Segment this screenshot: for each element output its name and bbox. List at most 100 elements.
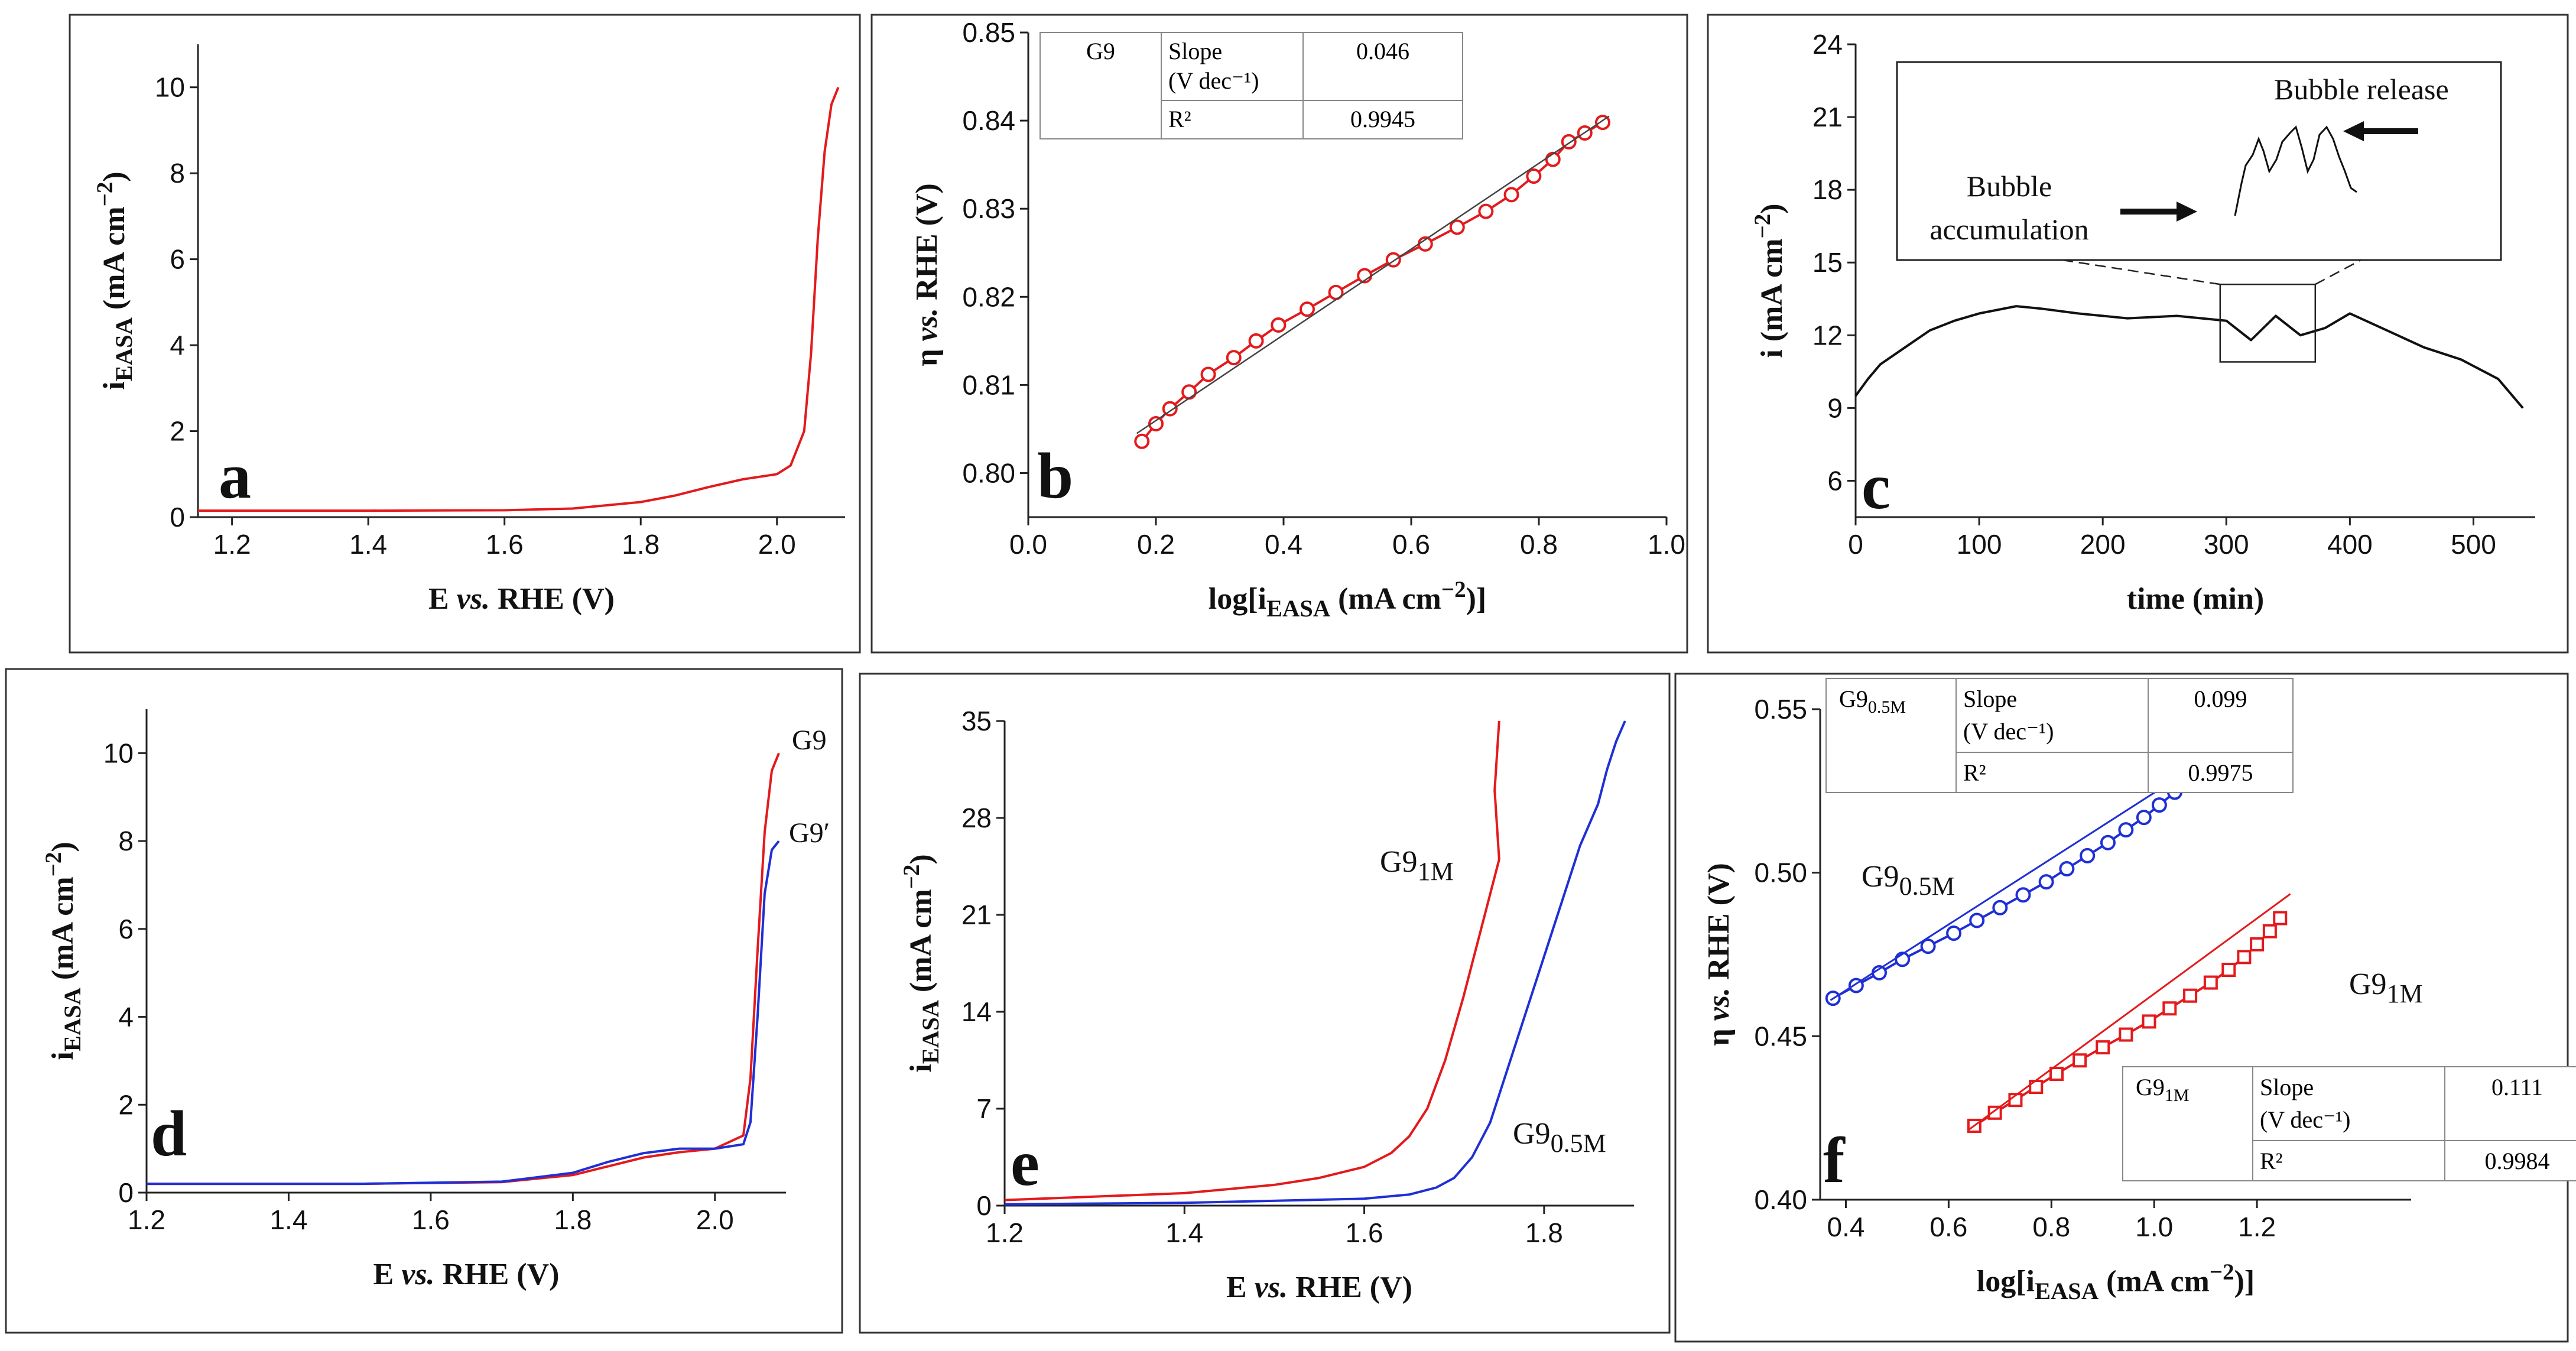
y-tick-label: 0 xyxy=(976,1190,992,1221)
table-cell: R² xyxy=(1168,106,1191,132)
x-tick-label: 0.4 xyxy=(1265,529,1302,560)
annotation: Bubble release xyxy=(2274,73,2449,106)
x-tick-label: 0.8 xyxy=(1520,529,1558,560)
data-point xyxy=(1162,401,1178,417)
axis-label: η vs. RHE (V) xyxy=(910,183,944,366)
panel-letter: b xyxy=(1037,440,1073,512)
stats-table: G91M Slope (V dec⁻¹) 0.111 R² 0.9984 xyxy=(2122,1066,2576,1181)
axis-label: iEASA (mA cm−2) xyxy=(41,842,86,1060)
x-tick-label: 1.2 xyxy=(986,1217,1024,1248)
axis-label: iEASA (mA cm−2) xyxy=(899,854,944,1072)
y-tick-label: 0.45 xyxy=(1754,1021,1807,1051)
axes: 0 100 200 300 400 500 6 9 12 15 18 21 24 xyxy=(1812,29,2535,560)
table-frame xyxy=(1825,678,2294,793)
x-tick-label: 400 xyxy=(2327,529,2373,560)
y-tick-label: 0.40 xyxy=(1754,1184,1807,1215)
data-point xyxy=(1920,938,1936,954)
axis-label: time (min) xyxy=(2127,582,2264,616)
series-label: G91M xyxy=(1380,845,1454,886)
axes: 1.2 1.4 1.6 1.8 2.0 0 2 4 6 8 10 xyxy=(155,44,845,560)
axes: 0.4 0.6 0.8 1.0 1.2 0.40 0.45 0.50 0.55 xyxy=(1754,694,2411,1242)
data-point xyxy=(1987,1105,2002,1120)
axis-label: log[iEASA (mA cm−2)] xyxy=(1977,1259,2255,1304)
table-cell: 0.9984 xyxy=(2485,1148,2550,1174)
x-tick-label: 100 xyxy=(1957,529,2002,560)
data-point xyxy=(1134,433,1150,449)
x-tick-label: 0.0 xyxy=(1009,529,1047,560)
y-tick-label: 24 xyxy=(1812,29,1843,60)
y-tick-label: 21 xyxy=(961,899,992,930)
y-tick-label: 0.83 xyxy=(962,193,1015,224)
arrow-head xyxy=(2343,121,2364,141)
data-point xyxy=(1271,317,1287,333)
data-point xyxy=(2237,950,2252,964)
axes: 1.2 1.4 1.6 1.8 2.0 0 2 4 6 8 10 xyxy=(103,709,786,1235)
arrow-head xyxy=(2177,202,2197,222)
x-tick-label: 2.0 xyxy=(758,529,796,560)
axis-label: η vs. RHE (V) xyxy=(1702,863,1736,1046)
x-tick-label: 1.8 xyxy=(622,529,660,560)
y-tick-label: 28 xyxy=(961,803,992,833)
y-tick-label: 0 xyxy=(170,502,185,532)
x-tick-label: 1.8 xyxy=(1525,1217,1563,1248)
axis-label: E vs. RHE (V) xyxy=(428,582,615,616)
y-tick-label: 2 xyxy=(170,416,185,447)
x-tick-label: 1.6 xyxy=(412,1204,450,1235)
x-tick-label: 0.6 xyxy=(1392,529,1430,560)
table-cell: Slope xyxy=(1963,686,2017,712)
data-point xyxy=(1299,301,1315,317)
y-tick-label: 12 xyxy=(1812,320,1843,350)
fit-line xyxy=(1136,115,1610,434)
table-cell: (V dec⁻¹) xyxy=(2260,1106,2350,1133)
panel-d: 1.2 1.4 1.6 1.8 2.0 0 2 4 6 8 10 E vs. RHE (V) iEASA… xyxy=(5,668,843,1334)
data-point xyxy=(2221,963,2236,977)
data-point xyxy=(1181,384,1197,400)
y-tick-label: 6 xyxy=(1827,465,1843,496)
x-tick-label: 1.6 xyxy=(486,529,524,560)
data-point xyxy=(2262,924,2277,938)
axis-label: E vs. RHE (V) xyxy=(1226,1271,1412,1304)
panel-frame xyxy=(1674,673,2569,1343)
y-tick-label: 9 xyxy=(1827,392,1843,423)
y-tick-label: 8 xyxy=(170,158,185,189)
data-point xyxy=(1478,203,1494,219)
x-tick-label: 1.2 xyxy=(213,529,251,560)
table-cell: G91M xyxy=(2136,1074,2190,1105)
data-point xyxy=(2080,847,2096,863)
panel-frame xyxy=(1707,14,2569,654)
table-cell: G90.5M xyxy=(1839,686,1906,717)
y-tick-label: 2 xyxy=(118,1089,134,1120)
panel-frame xyxy=(870,14,1688,654)
data-point xyxy=(1946,925,1962,941)
y-tick-label: 0.85 xyxy=(962,17,1015,48)
x-tick-label: 0 xyxy=(1848,529,1863,560)
inset-trace xyxy=(2234,125,2357,216)
axis-label: i (mA cm−2) xyxy=(1750,203,1789,358)
panel-letter: a xyxy=(219,440,251,512)
y-tick-label: 0.81 xyxy=(962,369,1015,400)
data-point xyxy=(2142,1014,2156,1029)
zoom-box xyxy=(2219,283,2317,363)
panel-letter: f xyxy=(1823,1124,1846,1196)
table-cell: 0.9945 xyxy=(1350,106,1415,132)
stats-table: G90.5M Slope (V dec⁻¹) 0.099 R² 0.9975 xyxy=(1825,678,2294,793)
panel-f: 0.4 0.6 0.8 1.0 1.2 0.40 0.45 0.50 0.55 log[iEASA… xyxy=(1674,673,2576,1343)
x-tick-label: 1.4 xyxy=(349,529,387,560)
series-label: G91M xyxy=(2349,967,2423,1008)
x-tick-label: 0.4 xyxy=(1827,1212,1865,1242)
annotation: accumulation xyxy=(1929,213,2088,246)
y-tick-label: 4 xyxy=(118,1002,134,1032)
x-tick-label: 0.2 xyxy=(1137,529,1175,560)
y-tick-label: 0 xyxy=(118,1177,134,1208)
panel-letter: c xyxy=(1862,450,1890,522)
table-cell: 0.046 xyxy=(1356,38,1409,64)
zoom-connector xyxy=(2315,259,2361,285)
inset-frame xyxy=(1896,61,2502,261)
y-tick-label: 8 xyxy=(118,826,134,856)
x-tick-label: 0.8 xyxy=(2032,1212,2070,1242)
x-tick-label: 1.6 xyxy=(1346,1217,1383,1248)
table-frame xyxy=(1040,32,1463,139)
x-tick-label: 1.2 xyxy=(128,1204,165,1235)
axis-label: iEASA (mA cm−2) xyxy=(92,171,137,389)
